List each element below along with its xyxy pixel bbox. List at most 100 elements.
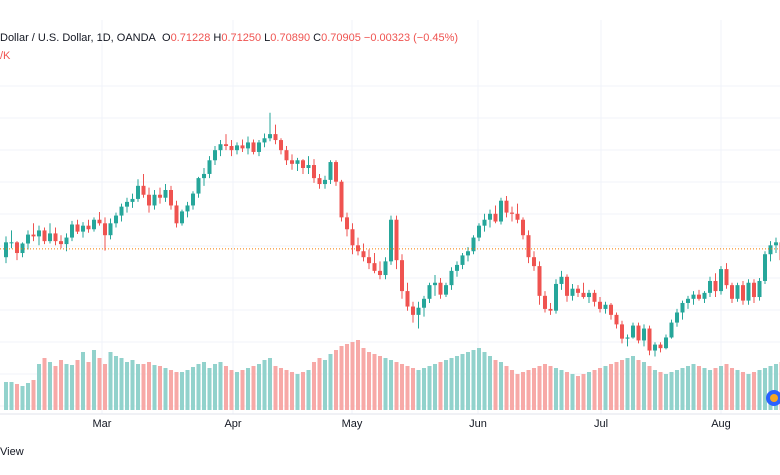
- candle-body: [703, 293, 707, 299]
- volume-bar: [450, 358, 454, 410]
- candle-body: [741, 285, 745, 300]
- volume-bar: [87, 362, 91, 410]
- volume-bar: [274, 366, 278, 410]
- candle-body: [626, 337, 630, 338]
- volume-bar: [433, 364, 437, 410]
- candle-body: [109, 223, 113, 235]
- candle-body: [48, 233, 52, 241]
- volume-bar: [615, 362, 619, 410]
- volume-bar: [538, 366, 542, 410]
- volume-bar: [741, 372, 745, 410]
- candle-body: [202, 174, 206, 178]
- candle-body: [615, 315, 619, 325]
- candle-body: [153, 195, 157, 206]
- candle-body: [257, 142, 261, 152]
- candle-body: [758, 281, 762, 297]
- close-value: 0.70905: [321, 32, 361, 44]
- volume-bar: [620, 360, 624, 410]
- volume-bar: [686, 366, 690, 410]
- candle-body: [32, 235, 36, 237]
- volume-bar: [560, 370, 564, 410]
- candle-body: [692, 295, 696, 299]
- volume-bar: [219, 362, 223, 410]
- candle-body: [65, 238, 69, 245]
- volume-bar: [609, 364, 613, 410]
- candle-body: [521, 220, 525, 235]
- volume-bar: [411, 368, 415, 410]
- volume-bar: [164, 368, 168, 410]
- candle-body: [340, 182, 344, 218]
- volume-bar: [290, 372, 294, 410]
- candle-body: [208, 160, 212, 174]
- candle-body: [736, 285, 740, 299]
- candle-body: [499, 201, 503, 222]
- volume-bar: [120, 358, 124, 410]
- candle-body: [274, 134, 278, 140]
- volume-bar: [444, 360, 448, 410]
- candle-body: [329, 162, 333, 180]
- volume-bar: [527, 370, 531, 410]
- volume-bar: [329, 354, 333, 410]
- candle-body: [450, 271, 454, 285]
- candle-body: [81, 226, 85, 232]
- candle-body: [323, 180, 327, 184]
- volume-bar: [406, 366, 410, 410]
- candle-body: [725, 269, 729, 285]
- candle-body: [43, 230, 47, 241]
- volume-bar: [268, 358, 272, 410]
- candle-body: [252, 142, 256, 152]
- candle-body: [147, 195, 151, 206]
- volume-bar: [279, 368, 283, 410]
- candle-body: [483, 220, 487, 226]
- volume-bar: [604, 366, 608, 410]
- volume-bar: [169, 370, 173, 410]
- volume-bar: [158, 366, 162, 410]
- candle-body: [334, 162, 338, 182]
- candle-body: [164, 190, 168, 198]
- candle-body: [675, 312, 679, 322]
- candle-body: [598, 302, 602, 309]
- volume-bar: [505, 366, 509, 410]
- volume-bar: [48, 362, 52, 410]
- candle-body: [752, 283, 756, 297]
- volume-bar: [532, 368, 536, 410]
- volume-bars: [4, 340, 780, 410]
- volume-bar: [334, 350, 338, 410]
- volume-bar: [70, 365, 74, 410]
- volume-legend-label: /K: [0, 50, 10, 62]
- candle-body: [268, 134, 272, 138]
- volume-bar: [186, 370, 190, 410]
- candle-body: [730, 285, 734, 299]
- volume-bar: [653, 370, 657, 410]
- candle-body: [191, 194, 195, 206]
- volume-bar: [235, 372, 239, 410]
- candle-body: [466, 251, 470, 255]
- candle-body: [642, 329, 646, 341]
- volume-bar: [318, 358, 322, 410]
- volume-bar: [340, 346, 344, 410]
- volume-bar: [631, 356, 635, 410]
- volume-bar: [373, 354, 377, 410]
- change-value: −0.00323 (−0.45%): [364, 32, 458, 44]
- candle-body: [279, 140, 283, 150]
- candle-body: [653, 345, 657, 351]
- volume-bar: [692, 364, 696, 410]
- volume-bar: [125, 362, 129, 410]
- time-axis-label: May: [342, 418, 363, 430]
- candle-body: [543, 296, 547, 309]
- volume-bar: [213, 364, 217, 410]
- volume-bar: [21, 386, 25, 410]
- volume-bar: [422, 368, 426, 410]
- candle-body: [378, 271, 382, 275]
- volume-bar: [241, 370, 245, 410]
- volume-bar: [147, 362, 151, 410]
- volume-bar: [417, 370, 421, 410]
- candle-body: [263, 138, 267, 142]
- volume-bar: [54, 366, 58, 410]
- candle-body: [180, 211, 184, 223]
- volume-bar: [758, 370, 762, 410]
- footer-text: View: [0, 446, 24, 458]
- volume-bar: [4, 382, 8, 410]
- candle-body: [593, 293, 597, 302]
- candle-body: [76, 224, 80, 231]
